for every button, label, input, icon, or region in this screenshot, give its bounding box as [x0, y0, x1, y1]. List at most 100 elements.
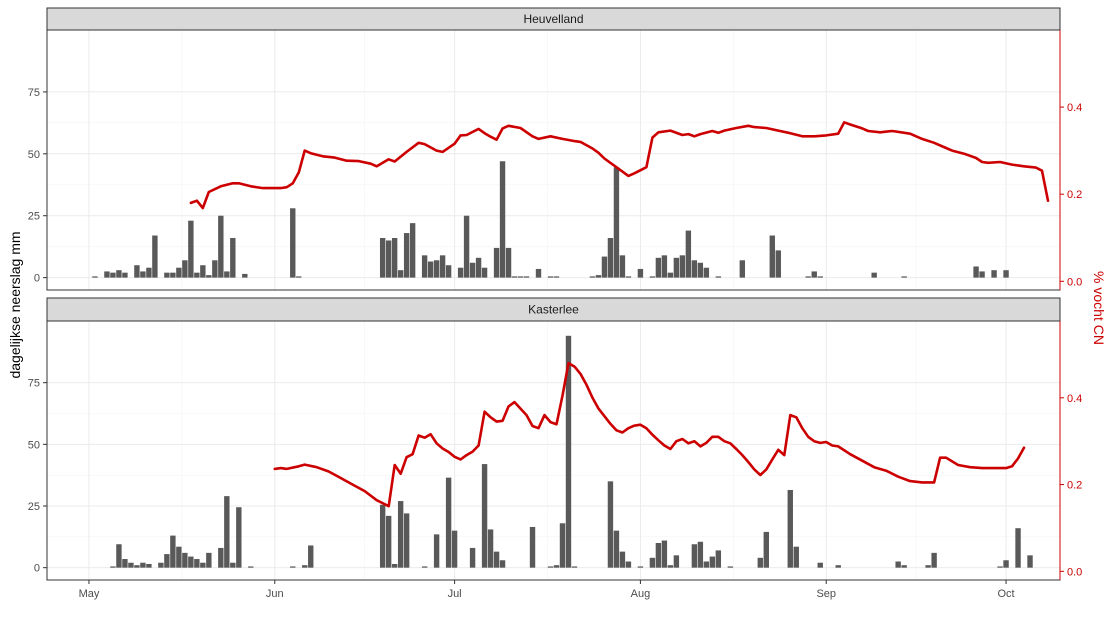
precip-bar — [535, 268, 542, 278]
x-tick-label: Jul — [448, 588, 462, 600]
precip-bar — [739, 260, 746, 278]
precip-bar — [553, 276, 560, 278]
precip-bar — [835, 565, 841, 568]
precip-bar — [607, 481, 614, 568]
precip-bar — [727, 566, 734, 568]
precip-bar — [164, 272, 170, 278]
precip-bar — [481, 267, 488, 278]
precip-bar — [296, 276, 302, 278]
precip-bar — [1015, 528, 1021, 568]
precip-bar — [673, 257, 680, 278]
y-tick-label: 50 — [28, 439, 40, 451]
precip-bar — [601, 256, 608, 278]
precip-bar — [445, 477, 452, 568]
precip-bar — [565, 335, 572, 568]
precip-bar — [146, 267, 152, 278]
precip-bar — [589, 276, 596, 278]
precip-bar — [206, 552, 212, 568]
precip-bar — [212, 260, 218, 278]
precip-bar — [691, 260, 698, 278]
precip-bar — [763, 531, 769, 568]
precip-bar — [649, 557, 656, 568]
precip-bar — [188, 220, 194, 278]
precip-bar — [469, 262, 476, 278]
precip-bar — [757, 557, 763, 568]
precip-bar — [433, 534, 440, 568]
precip-bar — [182, 552, 188, 568]
precip-bar — [188, 556, 194, 568]
precip-bar — [110, 272, 116, 278]
precip-bar — [619, 255, 626, 278]
precip-bar — [571, 566, 578, 568]
precip-bar — [421, 566, 428, 568]
precip-bar — [715, 550, 722, 568]
precip-bar — [146, 563, 152, 568]
precip-bar — [230, 562, 236, 568]
precip-bar — [218, 215, 224, 278]
precip-bar — [625, 561, 632, 568]
precip-bar — [427, 261, 434, 278]
precip-bar — [158, 562, 164, 568]
precip-bar — [817, 276, 823, 278]
precip-bar — [403, 233, 410, 278]
precip-bar — [1027, 555, 1033, 568]
precip-bar — [397, 501, 404, 568]
precip-bar — [661, 540, 668, 568]
precip-bar — [697, 541, 704, 568]
precip-bar — [200, 562, 206, 568]
precip-bar — [236, 507, 242, 568]
precip-bar — [451, 530, 458, 568]
facet-strip — [46, 7, 1061, 31]
precip-bar — [655, 257, 662, 278]
precip-bar — [715, 276, 722, 278]
precip-bar — [925, 565, 931, 568]
precip-bar — [152, 235, 158, 278]
y-axis-title: dagelijkse neerslag mm — [7, 231, 23, 378]
precip-bar — [637, 566, 644, 568]
precip-bar — [649, 276, 656, 278]
precip-bar — [529, 526, 536, 568]
precip-bar — [523, 276, 530, 278]
precip-bar — [553, 565, 560, 568]
precip-bar — [122, 559, 128, 568]
precip-bar — [655, 543, 662, 568]
precip-bar — [475, 257, 482, 278]
precip-bar — [170, 272, 176, 278]
precip-bar — [805, 276, 811, 278]
precip-bar — [206, 275, 212, 278]
precip-bar — [391, 563, 398, 568]
precip-bar — [134, 265, 140, 278]
precip-bar — [547, 276, 554, 278]
precip-bar — [409, 223, 416, 278]
precip-bar — [703, 561, 710, 568]
precip-bar — [973, 266, 979, 278]
y-tick-label: 25 — [28, 211, 40, 223]
precip-bar — [302, 565, 308, 568]
precip-bar — [463, 215, 470, 278]
precip-bar — [607, 238, 614, 278]
precip-bar — [811, 271, 817, 278]
precip-bar — [667, 565, 674, 568]
precip-bar — [775, 250, 781, 278]
y2-tick-label: 0.4 — [1067, 393, 1082, 405]
precip-bar — [176, 546, 182, 568]
precip-bar — [679, 255, 686, 278]
precip-bar — [104, 271, 110, 278]
precip-bar — [230, 238, 236, 278]
precip-bar — [505, 247, 512, 278]
precip-bar — [385, 240, 392, 278]
precip-bar — [182, 260, 188, 278]
precip-bar — [1003, 560, 1009, 568]
precip-bar — [817, 562, 823, 568]
precip-bar — [439, 255, 446, 278]
precip-bar — [290, 208, 296, 278]
y-tick-label: 25 — [28, 501, 40, 513]
precip-bar — [901, 276, 907, 278]
y2-tick-label: 0.4 — [1067, 102, 1082, 114]
precip-bar — [122, 272, 128, 278]
precip-bar — [613, 530, 620, 568]
precip-bar — [308, 545, 314, 568]
precip-bar — [134, 565, 140, 568]
y-tick-label: 0 — [34, 563, 40, 575]
